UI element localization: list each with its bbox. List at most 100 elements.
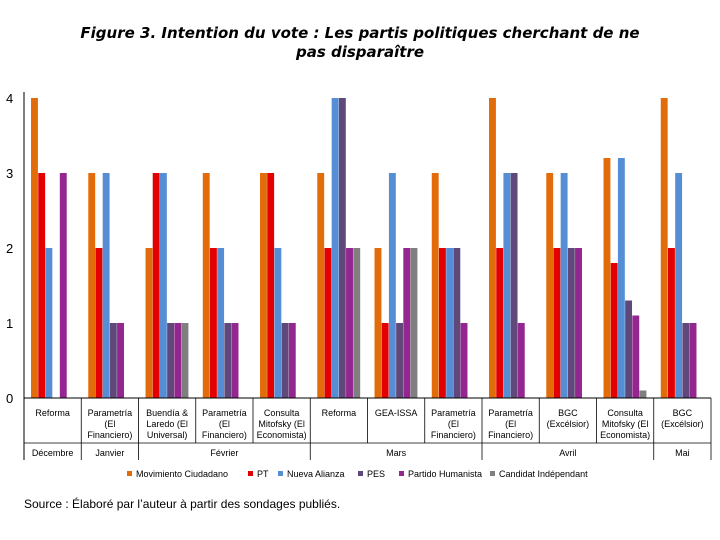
legend-swatch (278, 471, 283, 476)
bar (632, 315, 640, 398)
month-label: Janvier (95, 448, 124, 458)
month-label: Mars (386, 448, 406, 458)
x-tick-label: Parametría (El Financiero) (488, 408, 533, 440)
legend: Movimiento Ciudadano PT Nueva Alianza PES Pa… (127, 469, 588, 479)
bars (31, 98, 697, 398)
y-tick-label: 4 (6, 91, 13, 106)
chart-title-line-2: pas disparaître (295, 43, 425, 61)
bar (288, 323, 296, 398)
y-tick-label: 3 (6, 166, 13, 181)
month-label: Février (210, 448, 238, 458)
legend-label: Nueva Alianza (287, 469, 345, 479)
legend-label: Candidat Indépendant (499, 469, 588, 479)
bar (575, 248, 582, 398)
bar (496, 248, 504, 398)
bar (567, 248, 575, 398)
bar (159, 173, 167, 398)
x-tick-label: Parametría (El Financiero) (431, 408, 476, 440)
legend-label: PES (367, 469, 385, 479)
bar (431, 173, 439, 398)
bar (546, 173, 554, 398)
legend-label: Movimiento Ciudadano (136, 469, 228, 479)
bar (95, 248, 103, 398)
bar (346, 248, 353, 398)
bar (224, 323, 232, 398)
legend-swatch (358, 471, 363, 476)
x-tick-label: Reforma (322, 408, 357, 418)
y-tick-label: 1 (6, 316, 13, 331)
y-tick-label: 2 (6, 241, 13, 256)
bar (446, 248, 454, 398)
legend-label: Partido Humanista (408, 469, 482, 479)
bar (117, 323, 124, 398)
bar (260, 173, 267, 398)
bar (38, 173, 46, 398)
bar (675, 173, 683, 398)
legend-swatch (248, 471, 253, 476)
chart-title-line-1: Figure 3. Intention du vote : Les partis… (80, 24, 640, 42)
legend-swatch (490, 471, 495, 476)
bar (324, 248, 332, 398)
bar (560, 173, 568, 398)
bar (102, 173, 110, 398)
x-tick-label: Consulta Mitofsky (El Economista) (257, 408, 307, 440)
bar (31, 98, 38, 398)
bar (553, 248, 561, 398)
month-label: Avril (559, 448, 576, 458)
bar (396, 323, 404, 398)
bar (388, 173, 396, 398)
bar (353, 248, 361, 398)
legend-label: PT (257, 469, 269, 479)
bar (438, 248, 446, 398)
legend-swatch (399, 471, 404, 476)
y-axis-ticks: 0 1 2 3 4 (6, 91, 13, 406)
bar (374, 248, 382, 398)
bar (202, 173, 210, 398)
y-tick-label: 0 (6, 391, 13, 406)
bar (145, 248, 153, 398)
bar (403, 248, 411, 398)
source-note: Source : Élaboré par l’auteur à partir d… (24, 497, 341, 511)
month-label: Mai (675, 448, 690, 458)
bar (460, 323, 468, 398)
x-tick-label: Consulta Mitofsky (El Economista) (600, 408, 650, 440)
x-tick-label: BGC (Excélsior) (661, 408, 704, 429)
bar (317, 173, 325, 398)
bar (689, 323, 697, 398)
bar (209, 248, 217, 398)
bar (281, 323, 289, 398)
bar (174, 323, 182, 398)
bar (517, 323, 525, 398)
bar (453, 248, 461, 398)
bar (152, 173, 160, 398)
bar (167, 323, 175, 398)
bar (489, 98, 496, 398)
legend-swatch (127, 471, 132, 476)
bar (617, 158, 625, 398)
bar (510, 173, 518, 398)
x-axis-month-labels: Décembre Janvier Février Mars Avril Mai (32, 448, 690, 458)
bar (109, 323, 117, 398)
x-axis-category-labels: Reforma Parametría (El Financiero) Buendía &… (35, 408, 703, 440)
x-tick-label: Reforma (35, 408, 70, 418)
month-label: Décembre (32, 448, 74, 458)
axes (23, 92, 712, 460)
bar (181, 323, 189, 398)
x-tick-label: Buendía & Laredo (El Universal) (146, 408, 188, 440)
bar (603, 158, 611, 398)
bar (625, 300, 633, 398)
chart-title: Figure 3. Intention du vote : Les partis… (0, 24, 720, 62)
bar (59, 173, 67, 398)
bar (231, 323, 239, 398)
bar (660, 98, 668, 398)
bar (274, 248, 282, 398)
bar (503, 173, 511, 398)
bar (410, 248, 418, 398)
bar (682, 323, 690, 398)
x-tick-label: Parametría (El Financiero) (202, 408, 247, 440)
bar (45, 248, 53, 398)
bar (267, 173, 275, 398)
bar (667, 248, 675, 398)
bar (217, 248, 225, 398)
